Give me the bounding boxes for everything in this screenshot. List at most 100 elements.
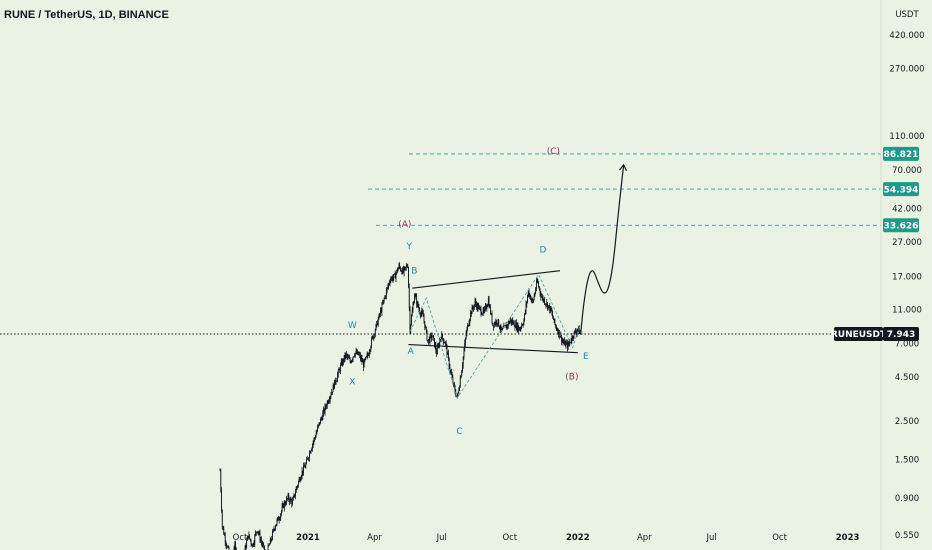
- candle-body: [307, 458, 309, 460]
- candle-body: [573, 331, 575, 338]
- candle-body: [548, 305, 550, 306]
- candle-body: [388, 282, 390, 284]
- candle-body: [286, 498, 287, 504]
- candle-body: [575, 330, 576, 333]
- candle-body: [367, 354, 369, 356]
- x-tick-label: Apr: [367, 533, 382, 543]
- candle-body: [354, 353, 356, 356]
- x-tick-label: Oct: [772, 533, 787, 543]
- candle-body: [433, 338, 435, 347]
- candle-body: [318, 422, 320, 425]
- candle-body: [452, 377, 454, 384]
- wave-label[interactable]: (A): [398, 220, 411, 230]
- x-tick-label: 2023: [836, 533, 860, 543]
- candle-body: [315, 433, 317, 438]
- candle-body: [443, 342, 445, 343]
- candle-body: [473, 304, 475, 309]
- candle-body: [515, 322, 517, 328]
- candle-body: [351, 359, 353, 361]
- candle-body: [446, 345, 448, 355]
- candle-body: [517, 323, 519, 331]
- wave-label[interactable]: D: [540, 245, 547, 255]
- candle-body: [552, 313, 554, 318]
- candle-body: [408, 267, 409, 287]
- candle-body: [305, 463, 307, 468]
- candle-body: [402, 268, 404, 274]
- triangle-trendline[interactable]: [408, 344, 578, 354]
- candle-body: [261, 542, 263, 545]
- price-level-badge[interactable]: [883, 146, 919, 161]
- candle-body: [414, 295, 415, 304]
- candle-body: [550, 306, 552, 312]
- candle-body: [320, 418, 321, 424]
- candle-body: [252, 544, 254, 546]
- candle-body: [499, 326, 500, 329]
- triangle-trendline[interactable]: [412, 270, 561, 289]
- candle-body: [482, 309, 484, 314]
- wave-label[interactable]: Y: [406, 242, 413, 252]
- price-level-badge[interactable]: [883, 182, 919, 197]
- candle-body: [385, 296, 387, 297]
- x-tick-label: Apr: [637, 533, 652, 543]
- candle-body: [394, 273, 395, 275]
- candle-body: [537, 280, 539, 284]
- candle-body: [287, 494, 289, 499]
- candle-body: [549, 305, 551, 311]
- candle-body: [520, 327, 522, 329]
- symbol-badge[interactable]: [834, 327, 883, 341]
- wave-label[interactable]: A: [408, 347, 415, 357]
- wave-label[interactable]: (B): [565, 372, 578, 382]
- candle-body: [504, 325, 506, 327]
- candle-body: [270, 539, 272, 541]
- price-axis[interactable]: USDT 420.000 270.000 110.000 70.000 42.000 27.…: [889, 10, 924, 541]
- candle-body: [320, 418, 322, 420]
- candle-body: [251, 543, 253, 547]
- wave-label[interactable]: E: [583, 352, 589, 362]
- candle-body: [431, 334, 432, 339]
- candle-body: [369, 350, 371, 353]
- candle-body: [576, 330, 578, 334]
- candle-body: [321, 418, 323, 420]
- candle-body: [340, 361, 342, 365]
- candle-body: [296, 486, 298, 489]
- candle-body: [285, 503, 287, 505]
- candle-body: [518, 327, 520, 331]
- candle-body: [254, 535, 256, 544]
- candle-body: [428, 339, 430, 343]
- wave-label[interactable]: X: [349, 378, 355, 388]
- candle-body: [352, 356, 354, 360]
- price-level-badge[interactable]: [883, 218, 919, 233]
- projection-path[interactable]: [580, 164, 625, 334]
- candle-body: [513, 321, 514, 324]
- candle-body: [258, 532, 259, 534]
- candle-body: [439, 340, 440, 347]
- candle-body: [474, 301, 476, 305]
- time-axis[interactable]: Oct 2021 Apr Jul Oct 2022 Apr Jul Oct 2023: [233, 533, 860, 543]
- candle-body: [410, 324, 412, 333]
- last-price-badge[interactable]: [883, 327, 919, 341]
- candle-body: [283, 504, 285, 508]
- wave-label[interactable]: B: [411, 267, 417, 277]
- candle-body: [527, 296, 528, 302]
- candle-body: [322, 413, 324, 420]
- candle-body: [290, 498, 292, 501]
- candle-body: [393, 274, 395, 278]
- candle-body: [526, 302, 528, 304]
- candle-body: [253, 543, 255, 546]
- candle-body: [377, 319, 379, 325]
- candle-body: [273, 529, 275, 530]
- candle-body: [386, 287, 388, 291]
- candle-body: [444, 342, 446, 344]
- wave-label[interactable]: C: [456, 427, 462, 437]
- candle-body: [524, 313, 525, 321]
- candle-body: [463, 350, 465, 357]
- candle-body: [252, 544, 253, 547]
- wave-label[interactable]: W: [348, 321, 357, 331]
- wave-label[interactable]: (C): [547, 147, 560, 157]
- candle-body: [578, 327, 580, 334]
- candle-body: [308, 458, 310, 460]
- candle-body: [435, 345, 437, 351]
- candle-body: [485, 305, 487, 309]
- drawings: (A) (C) (B) Y B D W A X E C: [0, 147, 881, 437]
